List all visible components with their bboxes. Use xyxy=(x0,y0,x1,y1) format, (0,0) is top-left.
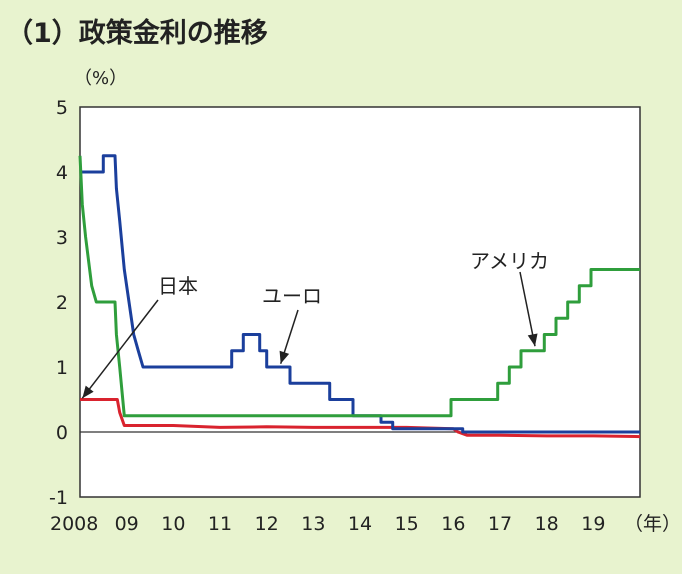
x-tick-label: 17 xyxy=(488,513,512,535)
annotation-arrowhead xyxy=(279,350,290,364)
annotation-arrowhead xyxy=(527,333,538,347)
annotation-arrow-line xyxy=(81,299,159,399)
y-unit-label: （%） xyxy=(74,68,127,89)
y-tick-label: 4 xyxy=(56,162,68,184)
annotation-arrowhead xyxy=(82,385,94,399)
chart-title: （1）政策金利の推移 xyxy=(6,17,268,49)
x-unit-label: （年） xyxy=(624,513,681,535)
x-tick-label: 14 xyxy=(348,513,372,535)
x-tick-label: 2008 xyxy=(50,513,98,535)
y-tick-label: 3 xyxy=(56,227,68,249)
y-axis-ticks: 5 4 3 2 1 0 -1 xyxy=(49,97,68,509)
annotation-layer: 日本 ユーロ アメリカ xyxy=(81,249,549,399)
annotation-arrow-line xyxy=(519,271,536,347)
y-tick-label: 5 xyxy=(56,97,68,119)
series-annotation-label: 日本 xyxy=(158,274,198,298)
y-tick-label: 0 xyxy=(56,422,68,444)
x-tick-label: 11 xyxy=(208,513,232,535)
x-tick-label: 16 xyxy=(441,513,465,535)
y-tick-label: -1 xyxy=(49,487,68,509)
plot-area xyxy=(79,106,641,498)
x-tick-label: 12 xyxy=(255,513,279,535)
x-tick-label: 15 xyxy=(395,513,419,535)
series-line xyxy=(80,154,640,434)
series-annotation-label: ユーロ xyxy=(262,284,322,308)
x-tick-label: 19 xyxy=(581,513,605,535)
series-annotation-label: アメリカ xyxy=(470,249,549,273)
series-layer xyxy=(78,154,641,439)
x-tick-label: 10 xyxy=(161,513,185,535)
x-tick-label: 09 xyxy=(115,513,139,535)
x-tick-label: 13 xyxy=(301,513,325,535)
y-tick-label: 1 xyxy=(56,357,68,379)
x-tick-label: 18 xyxy=(535,513,559,535)
series-line xyxy=(78,155,640,418)
x-axis-ticks: 2008 09 10 11 12 13 14 15 16 17 18 19 xyxy=(50,513,605,535)
y-tick-label: 2 xyxy=(56,292,68,314)
series-line xyxy=(80,398,641,439)
